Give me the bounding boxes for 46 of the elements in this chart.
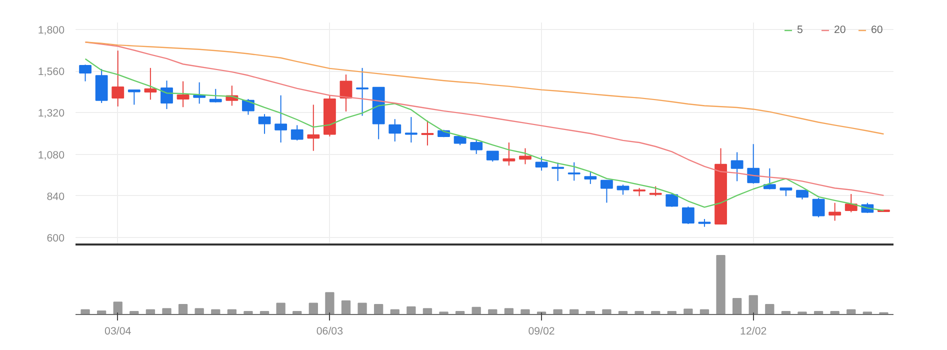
candlestick <box>193 82 206 104</box>
candlestick <box>568 162 580 182</box>
y-tick-label: 1,320 <box>38 108 65 120</box>
candlestick <box>290 124 304 141</box>
candlestick <box>747 144 760 184</box>
candlestick <box>340 74 352 112</box>
candlestick <box>388 118 402 142</box>
legend-label: 20 <box>834 24 847 36</box>
y-tick-label: 840 <box>46 190 65 203</box>
y-tick-label: 1,080 <box>38 149 65 162</box>
candlestick <box>600 180 613 204</box>
x-tick-label: 06/03 <box>316 326 344 338</box>
candlestick <box>649 186 662 197</box>
candlestick <box>519 148 532 165</box>
candlestick <box>176 80 190 108</box>
candlestick <box>763 168 776 190</box>
y-tick-label: 600 <box>46 232 65 245</box>
candlestick <box>502 142 516 166</box>
legend-label: 60 <box>871 24 884 36</box>
candlestick <box>616 184 630 196</box>
candlestick <box>258 114 271 134</box>
candlestick <box>828 202 842 222</box>
y-tick-label: 1,800 <box>38 24 65 36</box>
candlestick <box>421 120 434 146</box>
candlestick <box>356 67 368 116</box>
y-tick-label: 1,560 <box>38 66 65 78</box>
candlestick <box>144 67 157 100</box>
candlestick <box>470 139 483 154</box>
x-tick-label: 03/04 <box>104 326 132 338</box>
candlestick <box>307 104 320 152</box>
x-tick-label: 12/02 <box>740 326 767 338</box>
candlestick <box>128 89 140 106</box>
candlestick <box>209 88 222 103</box>
candlestick <box>844 194 858 213</box>
candlestick <box>404 116 418 144</box>
candlestick <box>730 152 744 182</box>
candlestick <box>535 156 548 172</box>
candlestick <box>79 64 92 82</box>
candlestick <box>242 98 254 116</box>
candlestick <box>552 162 564 182</box>
x-tick-label: 09/02 <box>528 326 555 338</box>
candlestick <box>584 171 597 184</box>
candlestick <box>112 50 124 107</box>
legend-label: 5 <box>797 24 804 36</box>
candlestick <box>160 80 173 110</box>
candlestick <box>274 94 288 144</box>
